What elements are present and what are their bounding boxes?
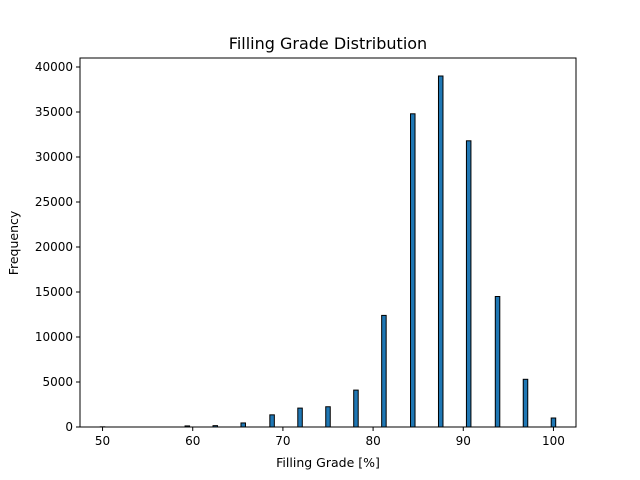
x-tick-label: 70	[275, 434, 290, 448]
x-tick-label: 60	[185, 434, 200, 448]
y-tick-label: 10000	[35, 330, 73, 344]
histogram-bar-16	[550, 417, 557, 428]
x-tick-label: 100	[542, 434, 565, 448]
histogram-bar-13	[465, 140, 472, 428]
y-tick-label: 15000	[35, 285, 73, 299]
histogram-bar-11	[410, 113, 416, 428]
x-tick-label: 50	[95, 434, 110, 448]
y-axis-label: Frequency	[6, 210, 21, 275]
x-tick-label: 80	[365, 434, 380, 448]
y-axis-ticks: 0 5000 10000 15000 20000 25000 30000 35000 40000	[35, 60, 80, 434]
histogram-bar-15	[522, 378, 529, 428]
histogram-bar-6	[269, 414, 275, 428]
histogram-bar-14	[494, 296, 501, 428]
x-axis-ticks: 50 60 70 80 90 100	[95, 427, 565, 448]
y-tick-label: 35000	[35, 105, 73, 119]
x-tick-label: 90	[456, 434, 471, 448]
histogram-bar-7	[297, 407, 303, 428]
histogram-bar-5	[240, 422, 246, 428]
bars-group	[99, 75, 557, 428]
y-tick-label: 40000	[35, 60, 73, 74]
y-tick-label: 25000	[35, 195, 73, 209]
plot-frame	[79, 57, 577, 428]
y-tick-label: 30000	[35, 150, 73, 164]
x-axis-label: Filling Grade [%]	[276, 455, 380, 470]
y-tick-label: 20000	[35, 240, 73, 254]
chart-title: Filling Grade Distribution	[229, 34, 427, 53]
histogram-bar-9	[353, 389, 359, 428]
y-tick-label: 5000	[42, 375, 73, 389]
y-tick-label: 0	[65, 420, 73, 434]
histogram-bar-8	[325, 406, 331, 428]
histogram-bar-10	[381, 314, 387, 428]
histogram-bar-12	[437, 75, 444, 428]
